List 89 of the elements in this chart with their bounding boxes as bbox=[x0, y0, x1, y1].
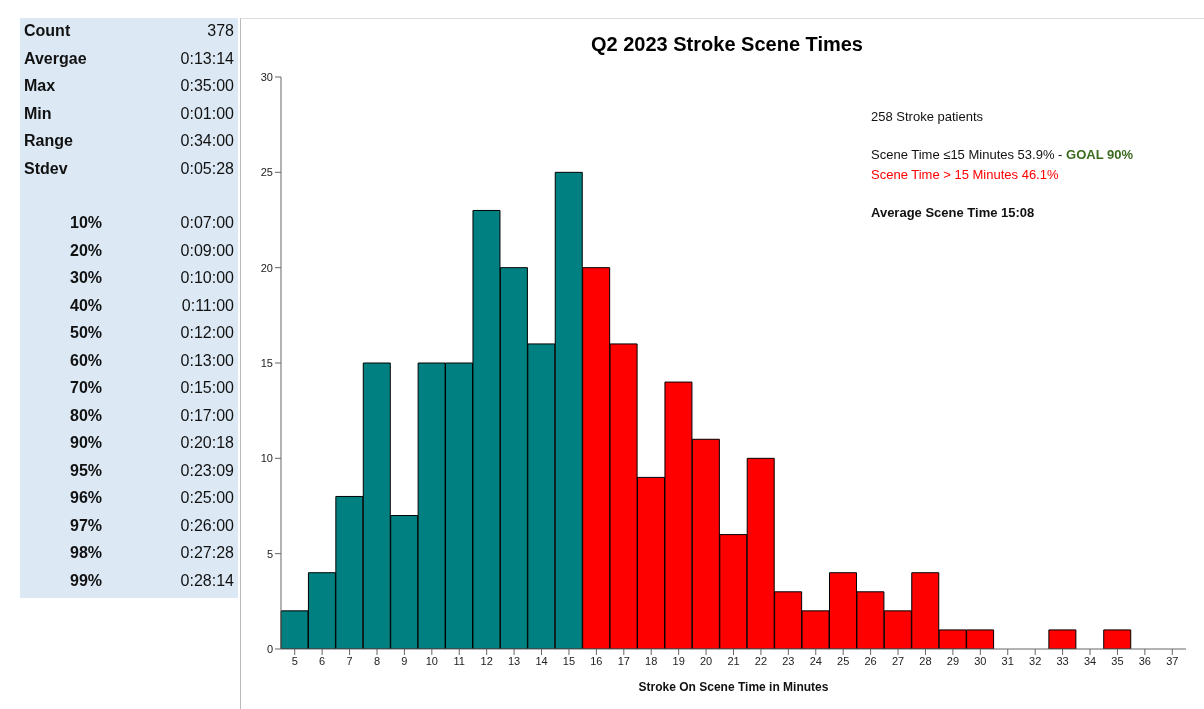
text: 0:11:00 bbox=[181, 296, 234, 315]
text: 98% bbox=[70, 544, 103, 562]
x-tick-label: 10 bbox=[425, 654, 438, 667]
x-tick-label: 26 bbox=[864, 654, 877, 667]
text: 0:23:09 bbox=[180, 461, 234, 480]
text: 40% bbox=[70, 296, 103, 315]
text: 95% bbox=[70, 461, 103, 480]
text: 90% bbox=[70, 434, 103, 452]
x-tick-label: 18 bbox=[645, 654, 658, 667]
x-tick-label: 36 bbox=[1138, 654, 1151, 667]
x-tick-label: 15 bbox=[562, 654, 576, 667]
text: Max bbox=[24, 77, 56, 95]
x-tick-label: 20 bbox=[699, 654, 713, 667]
x-axis-title: Stroke On Scene Time in Minutes bbox=[638, 680, 829, 694]
text: 0:17:00 bbox=[180, 406, 234, 425]
text: 20% bbox=[70, 241, 103, 260]
text: 0:26:00 bbox=[180, 516, 234, 535]
y-tick-label: 0 bbox=[266, 642, 273, 655]
x-tick-label: 34 bbox=[1083, 654, 1097, 667]
bar bbox=[1048, 629, 1077, 649]
text: 60% bbox=[70, 351, 103, 370]
y-tick-label: 5 bbox=[266, 547, 273, 560]
x-tick-label: 19 bbox=[672, 654, 685, 667]
text: 0:01:00 bbox=[180, 104, 234, 123]
y-tick-label: 20 bbox=[260, 261, 273, 274]
text: 0:25:00 bbox=[180, 489, 234, 507]
text: 0:07:00 bbox=[180, 214, 234, 232]
text: 0:28:14 bbox=[180, 571, 234, 590]
text: Min bbox=[24, 104, 52, 123]
x-tick-label: 25 bbox=[837, 654, 850, 667]
x-tick-label: 29 bbox=[946, 654, 960, 667]
x-tick-label: 16 bbox=[590, 654, 603, 667]
x-tick-label: 33 bbox=[1056, 654, 1069, 667]
y-tick-label: 25 bbox=[260, 166, 273, 179]
x-tick-label: 17 bbox=[617, 654, 630, 667]
text: 0:34:00 bbox=[180, 132, 234, 150]
text: Stdev bbox=[24, 159, 68, 178]
text: 378 bbox=[207, 22, 234, 40]
x-tick-label: 12 bbox=[480, 654, 493, 667]
annotation: GOAL 90% bbox=[1066, 147, 1133, 162]
text: Count bbox=[24, 22, 71, 40]
x-tick-label: 8 bbox=[373, 654, 381, 667]
text: 97% bbox=[70, 516, 103, 535]
text: 0:05:28 bbox=[180, 159, 234, 178]
text: Avergae bbox=[24, 49, 87, 68]
x-tick-label: 22 bbox=[754, 654, 768, 667]
text: 99% bbox=[70, 571, 103, 590]
text: 0:12:00 bbox=[180, 324, 234, 342]
text: 96% bbox=[70, 489, 103, 507]
x-tick-label: 14 bbox=[535, 654, 548, 667]
text: Range bbox=[24, 132, 73, 150]
x-tick-label: 9 bbox=[401, 654, 408, 667]
x-tick-label: 21 bbox=[727, 654, 740, 667]
x-tick-label: 5 bbox=[291, 654, 298, 667]
x-tick-label: 30 bbox=[974, 654, 987, 667]
x-tick-label: 13 bbox=[507, 654, 521, 667]
x-tick-label: 11 bbox=[453, 654, 465, 667]
x-tick-label: 7 bbox=[346, 654, 353, 667]
x-tick-label: 6 bbox=[319, 654, 326, 667]
text: 30% bbox=[70, 269, 103, 287]
chart-title: Q2 2023 Stroke Scene Times bbox=[590, 33, 864, 56]
text: 0:15:00 bbox=[180, 379, 234, 397]
y-tick-label: 30 bbox=[260, 70, 273, 83]
annotation: 258 Stroke patients bbox=[871, 109, 984, 124]
text: 10% bbox=[70, 214, 103, 232]
x-tick-label: 35 bbox=[1111, 654, 1124, 667]
text: 0:20:18 bbox=[180, 434, 234, 452]
x-tick-label: 31 bbox=[1001, 654, 1014, 667]
y-tick-label: 15 bbox=[260, 356, 273, 369]
x-tick-label: 32 bbox=[1029, 654, 1042, 667]
bar bbox=[1103, 629, 1132, 649]
text: 50% bbox=[70, 324, 103, 342]
annotation: Scene Time > 15 Minutes 46.1% bbox=[871, 167, 1059, 182]
text: 0:13:14 bbox=[180, 49, 234, 68]
x-tick-label: 28 bbox=[919, 654, 932, 667]
text: 0:27:28 bbox=[180, 544, 234, 562]
x-tick-label: 23 bbox=[782, 654, 795, 667]
text: 70% bbox=[70, 379, 103, 397]
x-tick-label: 24 bbox=[809, 654, 822, 667]
annotation: Scene Time ≤15 Minutes 53.9% - bbox=[871, 147, 1063, 162]
text: 0:13:00 bbox=[180, 351, 234, 370]
text: 0:10:00 bbox=[180, 269, 234, 287]
text: 0:09:00 bbox=[180, 241, 234, 260]
text: 80% bbox=[70, 406, 103, 425]
text: 0:35:00 bbox=[180, 77, 234, 95]
annotation: Average Scene Time 15:08 bbox=[871, 205, 1035, 220]
x-tick-label: 37 bbox=[1166, 654, 1179, 667]
x-tick-label: 27 bbox=[891, 654, 905, 667]
y-tick-label: 10 bbox=[260, 452, 273, 465]
